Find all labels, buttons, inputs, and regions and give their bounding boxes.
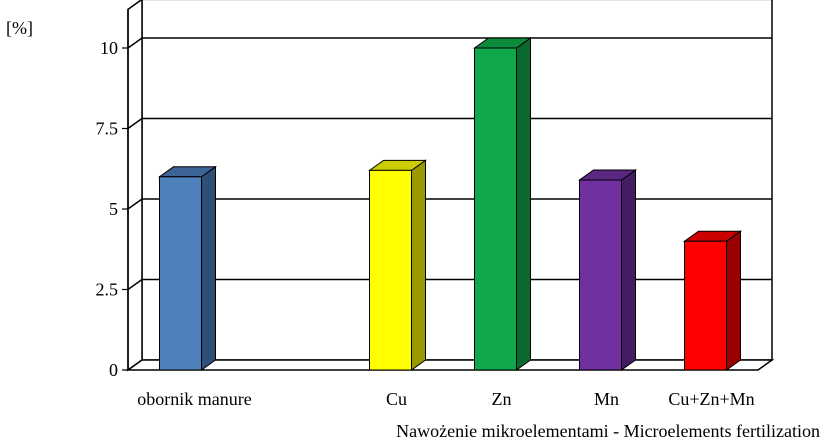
bar <box>577 169 638 371</box>
gridline <box>127 278 772 291</box>
gridline <box>127 198 772 210</box>
x-category-label: Cu <box>386 389 407 409</box>
floor <box>125 359 775 371</box>
y-axis-label: [%] <box>6 18 33 38</box>
bar-front <box>684 240 727 371</box>
bar-side <box>201 165 216 371</box>
y-tick-label: 5 <box>109 199 118 219</box>
bar-front <box>159 176 202 371</box>
bar <box>367 159 428 371</box>
gridlines <box>127 37 772 291</box>
bar-side <box>621 169 636 371</box>
y-tick-label: 0 <box>109 360 118 380</box>
x-category-label: obornik manure <box>137 389 251 409</box>
x-category-labels: obornik manure Cu Zn Mn Cu+Zn+Mn <box>137 389 754 409</box>
bar-front <box>369 169 412 371</box>
bars <box>157 37 743 371</box>
y-tick-label: 2.5 <box>96 280 119 300</box>
x-category-label: Zn <box>492 389 512 409</box>
bar <box>472 37 533 371</box>
x-category-label: Mn <box>594 389 619 409</box>
gridline <box>127 37 772 49</box>
bar-side <box>726 230 741 371</box>
bar-front <box>474 47 517 371</box>
chart-frame <box>125 0 775 372</box>
x-category-label: Cu+Zn+Mn <box>668 389 754 409</box>
bar <box>157 165 218 371</box>
y-tick-label: 10 <box>100 38 118 58</box>
bar-side <box>411 159 426 371</box>
x-axis-title: Nawożenie mikroelementami - Microelement… <box>396 421 820 441</box>
bar-side <box>516 37 531 371</box>
side-wall <box>127 0 143 372</box>
bar-front <box>579 179 622 371</box>
back-wall <box>141 0 773 361</box>
y-tick-labels: 0 2.5 5 7.5 10 <box>96 38 128 380</box>
bar <box>682 230 743 371</box>
gridline <box>127 117 772 130</box>
y-tick-label: 7.5 <box>96 119 119 139</box>
